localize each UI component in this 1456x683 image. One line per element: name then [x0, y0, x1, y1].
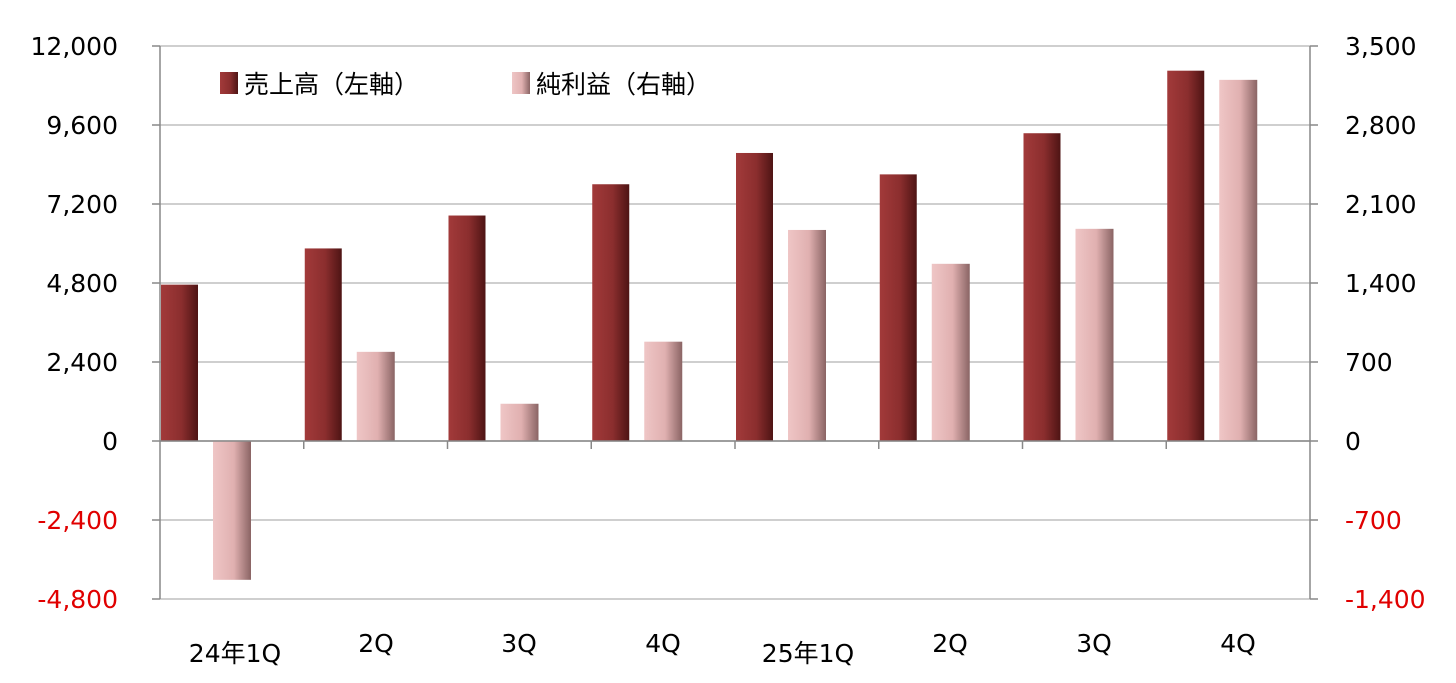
right-tick-label: -700 — [1345, 506, 1402, 535]
left-tick-label: 4,800 — [46, 269, 118, 298]
left-tick-label: -4,800 — [37, 585, 118, 614]
bar-profit — [931, 263, 970, 441]
bar-sales — [448, 215, 486, 441]
bar-profit — [644, 341, 683, 441]
bar-sales — [592, 184, 630, 441]
right-tick-label: 2,800 — [1345, 111, 1417, 140]
left-tick-label: -2,400 — [37, 506, 118, 535]
right-tick-label: 700 — [1345, 348, 1393, 377]
bar-sales — [304, 248, 342, 441]
bar-profit — [1219, 79, 1258, 441]
bar-profit — [356, 351, 395, 441]
bar-sales — [1167, 70, 1205, 441]
left-axis-ticks: 12,000 9,600 7,200 4,800 2,400 0 -2,400 -4,800 — [31, 32, 118, 614]
bar-profit — [500, 403, 539, 441]
bar-sales — [879, 174, 917, 441]
bar-profit — [213, 441, 251, 580]
category-label: 4Q — [1220, 629, 1256, 658]
bar-sales — [736, 152, 773, 441]
bars — [161, 70, 1258, 580]
legend-swatch-profit — [512, 72, 530, 94]
left-tick-label: 2,400 — [46, 348, 118, 377]
left-tick-label: 0 — [102, 427, 118, 456]
category-label: 24年1Q — [189, 639, 281, 668]
left-tick-label: 7,200 — [46, 190, 118, 219]
category-labels: 24年1Q 2Q 3Q 4Q 25年1Q 2Q 3Q 4Q — [189, 629, 1256, 668]
category-label: 3Q — [1076, 629, 1112, 658]
legend-swatch-sales — [220, 72, 238, 94]
right-tick-label: 0 — [1345, 427, 1361, 456]
category-label: 2Q — [932, 629, 968, 658]
bar-sales — [1023, 133, 1061, 441]
bar-profit — [1075, 228, 1114, 441]
category-label: 4Q — [645, 629, 681, 658]
bar-profit — [788, 229, 826, 441]
left-tick-label: 12,000 — [31, 32, 118, 61]
right-tick-label: 1,400 — [1345, 269, 1417, 298]
category-label: 25年1Q — [762, 639, 854, 668]
legend-label-profit: 純利益（右軸） — [536, 70, 711, 99]
right-tick-label: 2,100 — [1345, 190, 1417, 219]
legend-label-sales: 売上高（左軸） — [244, 70, 419, 99]
left-tick-label: 9,600 — [46, 111, 118, 140]
category-label: 2Q — [358, 629, 394, 658]
right-tick-label: -1,400 — [1345, 585, 1426, 614]
axes — [152, 45, 1318, 600]
bar-sales — [161, 284, 198, 441]
right-axis-ticks: 3,500 2,800 2,100 1,400 700 0 -700 -1,400 — [1345, 32, 1426, 614]
right-tick-label: 3,500 — [1345, 32, 1417, 61]
legend: 売上高（左軸） 純利益（右軸） — [220, 70, 711, 99]
category-label: 3Q — [501, 629, 537, 658]
